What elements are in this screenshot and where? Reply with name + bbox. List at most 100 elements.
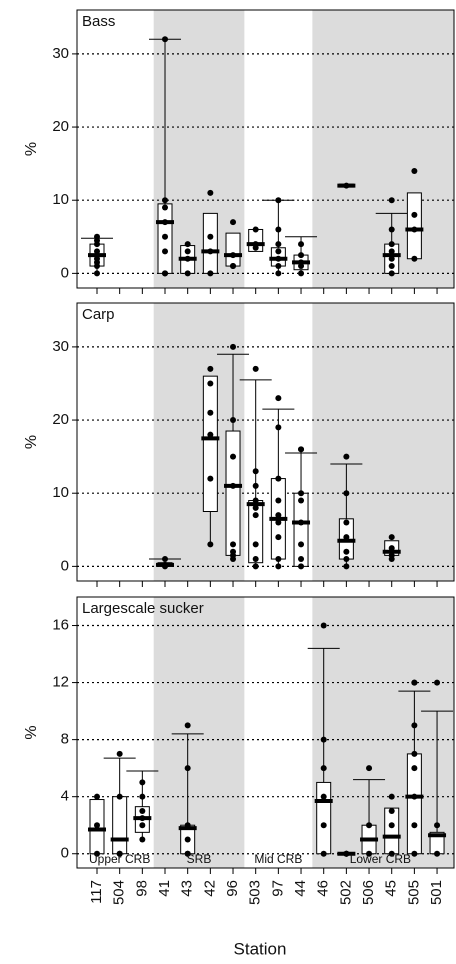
y-tick-label: 4: [61, 788, 69, 805]
point: [275, 512, 282, 519]
point: [366, 850, 373, 857]
point: [184, 836, 191, 843]
point: [207, 233, 214, 240]
point: [343, 519, 350, 526]
point: [320, 765, 327, 772]
point: [388, 807, 395, 814]
point: [275, 226, 282, 233]
point: [298, 541, 305, 548]
group-shade: [312, 597, 454, 868]
point: [139, 807, 146, 814]
y-tick-label: 12: [52, 674, 69, 691]
point: [366, 822, 373, 829]
x-tick-label: 43: [179, 880, 196, 897]
y-tick-label: 30: [52, 45, 69, 62]
x-tick-label: 98: [133, 880, 150, 897]
point: [162, 248, 169, 255]
y-axis-title: %: [23, 142, 40, 156]
panel-frame: [76, 596, 455, 869]
x-tick-label: 502: [337, 880, 354, 905]
point: [184, 765, 191, 772]
point: [94, 793, 100, 800]
point: [184, 850, 191, 857]
point: [343, 556, 350, 563]
point: [411, 679, 418, 686]
point: [275, 263, 282, 270]
point: [230, 219, 237, 226]
point: [388, 534, 395, 541]
point: [298, 490, 305, 497]
y-tick-label: 8: [61, 731, 69, 748]
y-tick-label: 20: [52, 118, 69, 135]
point: [207, 380, 214, 387]
point: [411, 722, 418, 729]
y-tick-label: 0: [61, 557, 69, 574]
box: [202, 212, 218, 274]
x-axis-title: Station: [234, 939, 287, 958]
x-tick-label: 506: [360, 880, 377, 905]
point: [139, 779, 146, 786]
box: [293, 492, 309, 567]
point: [298, 563, 305, 570]
x-tick-label: 504: [111, 880, 128, 905]
point: [252, 244, 259, 251]
point: [275, 241, 282, 248]
point: [275, 534, 282, 541]
x-tick-label: 46: [315, 880, 332, 897]
point: [275, 270, 282, 277]
point: [230, 263, 237, 270]
point: [411, 850, 418, 857]
box: [112, 796, 128, 855]
point: [116, 750, 123, 757]
y-tick-label: 0: [61, 845, 69, 862]
point: [388, 793, 395, 800]
point: [411, 822, 418, 829]
point: [275, 563, 282, 570]
point: [298, 556, 305, 563]
group-label: SRB: [187, 852, 212, 866]
y-tick-label: 20: [52, 411, 69, 428]
point: [275, 197, 282, 204]
point: [275, 395, 282, 402]
point: [230, 453, 237, 460]
point: [388, 270, 395, 277]
panel-frame: [76, 302, 455, 582]
y-axis-title: %: [23, 725, 40, 739]
point: [298, 263, 305, 270]
group-label: Lower CRB: [350, 852, 411, 866]
point: [207, 365, 214, 372]
y-axis-title: %: [23, 435, 40, 449]
point: [230, 556, 237, 563]
point: [139, 836, 146, 843]
point: [343, 490, 350, 497]
point: [320, 822, 327, 829]
box: [384, 807, 400, 855]
point: [252, 541, 259, 548]
point: [162, 197, 169, 204]
point: [94, 263, 100, 270]
point: [275, 424, 282, 431]
point: [116, 850, 123, 857]
point: [388, 241, 395, 248]
y-tick-label: 10: [52, 484, 69, 501]
point: [252, 365, 259, 372]
x-tick-label: 41: [156, 880, 173, 897]
point: [252, 468, 259, 475]
y-tick-label: 30: [52, 338, 69, 355]
point: [343, 548, 350, 555]
x-tick-label: 44: [292, 880, 309, 897]
point: [94, 822, 100, 829]
group-shade: [312, 10, 454, 288]
point: [343, 563, 350, 570]
x-tick-label: 501: [428, 880, 445, 905]
point: [184, 241, 191, 248]
point: [411, 750, 418, 757]
panel-title: Bass: [82, 13, 115, 30]
panel-frame: [76, 9, 455, 289]
y-tick-label: 0: [61, 264, 69, 281]
point: [230, 541, 237, 548]
point: [298, 241, 305, 248]
point: [434, 822, 441, 829]
point: [162, 36, 169, 43]
point: [184, 270, 191, 277]
